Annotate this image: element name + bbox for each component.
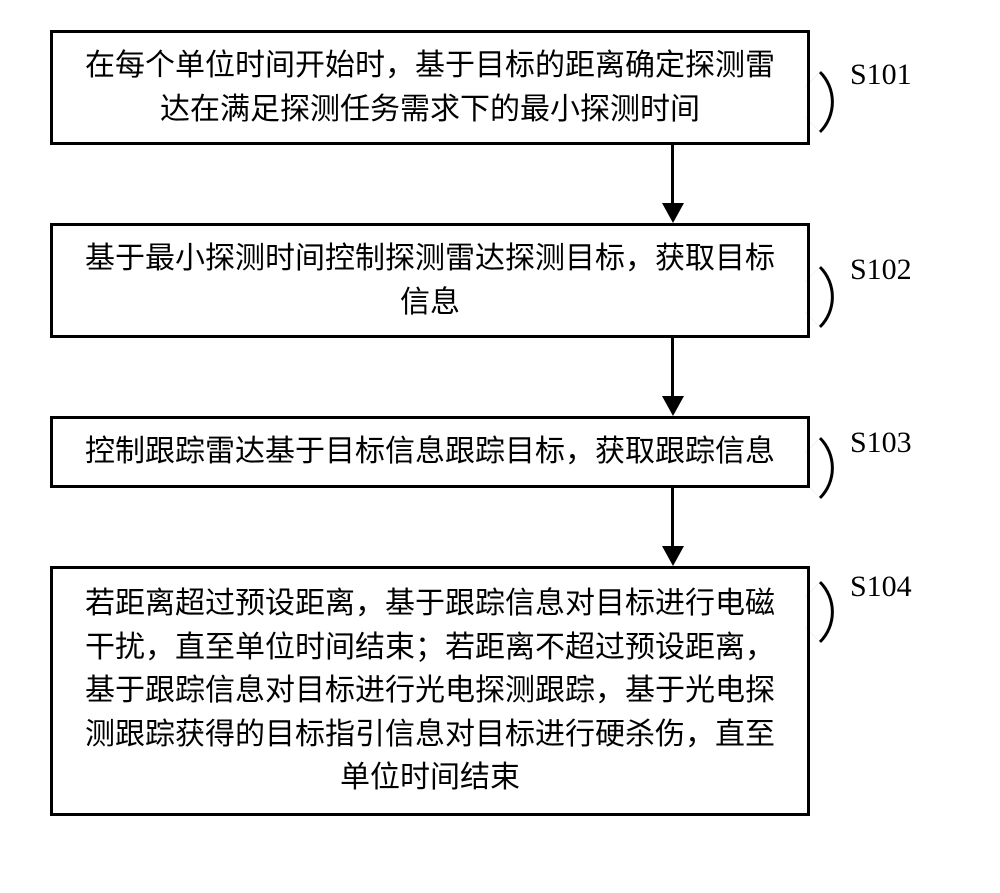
step-label-s101: S101	[850, 58, 912, 92]
step-box-s102: 基于最小探测时间控制探测雷达探测目标，获取目标信息	[50, 223, 810, 338]
arrow-s102-s103	[395, 338, 950, 416]
arrow-head-icon	[662, 396, 684, 416]
flowchart-container: 在每个单位时间开始时，基于目标的距离确定探测雷达在满足探测任务需求下的最小探测时…	[50, 30, 950, 816]
step-box-s103: 控制跟踪雷达基于目标信息跟踪目标，获取跟踪信息	[50, 416, 810, 488]
step-s103: 控制跟踪雷达基于目标信息跟踪目标，获取跟踪信息 S103	[50, 416, 950, 488]
step-label-s104: S104	[850, 570, 912, 604]
step-text-s102: 基于最小探测时间控制探测雷达探测目标，获取目标信息	[73, 237, 787, 324]
step-label-s102: S102	[850, 253, 912, 287]
arrow-s101-s102	[395, 145, 950, 223]
step-text-s103: 控制跟踪雷达基于目标信息跟踪目标，获取跟踪信息	[85, 430, 775, 474]
arrow-s103-s104	[395, 488, 950, 566]
step-box-s101: 在每个单位时间开始时，基于目标的距离确定探测雷达在满足探测任务需求下的最小探测时…	[50, 30, 810, 145]
step-text-s101: 在每个单位时间开始时，基于目标的距离确定探测雷达在满足探测任务需求下的最小探测时…	[73, 44, 787, 131]
arrow-head-icon	[662, 546, 684, 566]
step-s102: 基于最小探测时间控制探测雷达探测目标，获取目标信息 S102	[50, 223, 950, 338]
step-s101: 在每个单位时间开始时，基于目标的距离确定探测雷达在满足探测任务需求下的最小探测时…	[50, 30, 950, 145]
arrow-line	[671, 145, 674, 203]
arrow-line	[671, 488, 674, 546]
step-text-s104: 若距离超过预设距离，基于跟踪信息对目标进行电磁干扰，直至单位时间结束；若距离不超…	[73, 582, 787, 800]
step-s104: 若距离超过预设距离，基于跟踪信息对目标进行电磁干扰，直至单位时间结束；若距离不超…	[50, 566, 950, 816]
step-box-s104: 若距离超过预设距离，基于跟踪信息对目标进行电磁干扰，直至单位时间结束；若距离不超…	[50, 566, 810, 816]
arrow-line	[671, 338, 674, 396]
arrow-head-icon	[662, 203, 684, 223]
step-label-s103: S103	[850, 426, 912, 460]
